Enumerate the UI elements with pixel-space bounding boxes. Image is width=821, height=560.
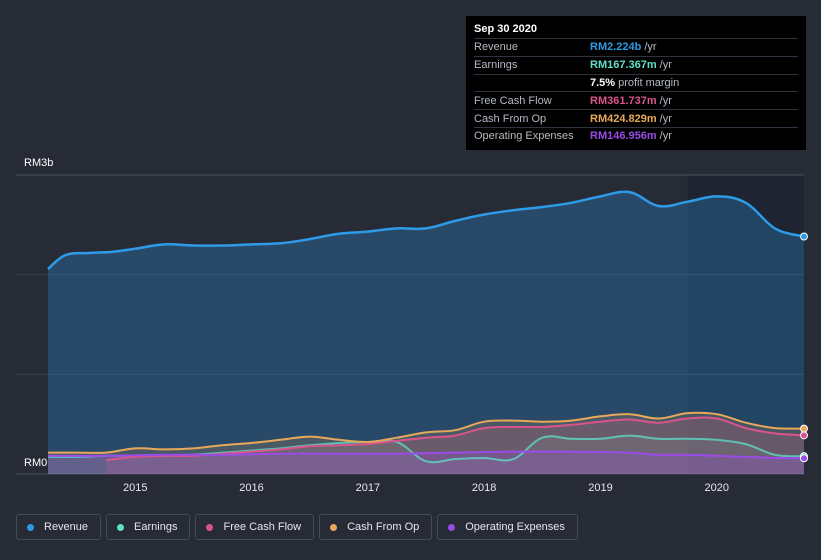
free-cash-flow-line <box>106 416 805 462</box>
tooltip-row: Cash From Op RM424.829m/yr <box>474 109 798 127</box>
cash-from-op-end-marker <box>800 424 808 433</box>
highlight-region <box>687 175 804 474</box>
grid-lines <box>16 174 804 475</box>
tooltip-row-unit: /yr <box>659 130 672 143</box>
y-axis-max-label: RM3b <box>24 157 53 169</box>
legend-item-operating-expenses[interactable]: Operating Expenses <box>437 514 578 540</box>
tooltip-row-label: Revenue <box>474 41 519 54</box>
legend: Revenue Earnings Free Cash Flow Cash From O… <box>16 514 578 540</box>
legend-item-revenue[interactable]: Revenue <box>16 514 102 540</box>
tooltip-row-unit: /yr <box>644 41 657 54</box>
legend-item-cash-from-op[interactable]: Cash From Op <box>319 514 433 540</box>
legend-label: Earnings <box>134 521 178 533</box>
series-lines <box>47 190 805 464</box>
x-tick-label: 2017 <box>356 482 380 494</box>
tooltip-date: Sep 30 2020 <box>474 23 537 35</box>
tooltip-row: Earnings RM167.367m/yr <box>474 55 798 74</box>
tooltip-row: Revenue RM2.224b/yr <box>474 38 798 56</box>
free-cash-flow-end-marker <box>800 431 808 440</box>
tooltip-row-label: Earnings <box>474 59 518 72</box>
legend-dot-icon <box>330 523 338 531</box>
tooltip-row-value: RM424.829m <box>590 112 657 125</box>
tooltip-row-label: Free Cash Flow <box>474 94 552 107</box>
revenue-area <box>48 191 804 474</box>
earnings-area <box>48 435 804 474</box>
tooltip-row-value: 7.5% <box>590 76 616 89</box>
tooltip-row-unit: profit margin <box>618 76 680 89</box>
legend-label: Revenue <box>44 521 89 533</box>
x-tick-label: 2019 <box>588 482 612 494</box>
x-tick-label: 2018 <box>472 482 496 494</box>
tooltip-row-label: Operating Expenses <box>474 130 574 143</box>
x-tick-label: 2016 <box>239 482 263 494</box>
series-areas <box>48 191 804 474</box>
legend-label: Free Cash Flow <box>223 521 302 533</box>
series-end-markers <box>800 232 808 463</box>
tooltip-row: 7.5% profit margin <box>474 73 798 92</box>
tooltip-row-value: RM167.367m <box>590 59 657 72</box>
legend-label: Cash From Op <box>347 521 420 533</box>
operating-expenses-line <box>47 450 805 460</box>
tooltip-panel: Sep 30 2020 Revenue RM2.224b/yr Earnings RM… <box>466 16 806 150</box>
legend-label: Operating Expenses <box>465 521 565 533</box>
legend-dot-icon <box>206 523 214 531</box>
legend-item-free-cash-flow[interactable]: Free Cash Flow <box>195 514 315 540</box>
legend-dot-icon <box>117 523 125 531</box>
tooltip-row-unit: /yr <box>659 59 672 72</box>
tooltip-row-value: RM361.737m <box>590 94 657 107</box>
cash-from-op-line <box>48 411 805 454</box>
tooltip-row: Free Cash Flow RM361.737m/yr <box>474 91 798 109</box>
tooltip-row-unit: /yr <box>659 94 672 107</box>
tooltip-row-label: Cash From Op <box>474 112 547 125</box>
revenue-end-marker <box>800 232 808 241</box>
tooltip-row-unit: /yr <box>659 112 672 125</box>
x-axis-ticks: 2015 2016 2017 2018 2019 2020 <box>123 482 729 494</box>
x-tick-label: 2020 <box>705 482 729 494</box>
legend-dot-icon <box>448 523 456 531</box>
legend-item-earnings[interactable]: Earnings <box>106 514 191 540</box>
operating-expenses-area <box>48 451 804 474</box>
cash-from-op-area <box>48 412 804 474</box>
legend-dot-icon <box>27 523 34 531</box>
y-axis-min-label: RM0 <box>24 457 47 469</box>
free-cash-flow-area <box>106 417 804 474</box>
revenue-line <box>47 190 805 270</box>
tooltip-row: Operating Expenses RM146.956m/yr <box>474 126 798 145</box>
tooltip-row-value: RM2.224b <box>590 41 642 54</box>
operating-expenses-end-marker <box>800 454 808 463</box>
x-tick-label: 2015 <box>123 482 147 494</box>
tooltip-row-value: RM146.956m <box>590 130 657 143</box>
